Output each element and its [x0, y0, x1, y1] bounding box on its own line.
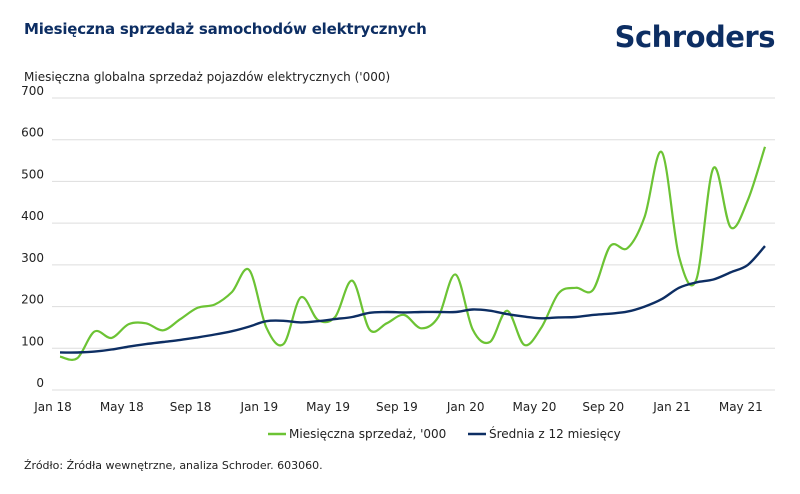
y-tick-label: 600: [21, 126, 44, 140]
gridlines: [52, 97, 775, 391]
x-tick-label: Jan 19: [240, 400, 279, 414]
legend-label: Miesięczna sprzedaż, '000: [289, 427, 446, 441]
y-tick-label: 400: [21, 209, 44, 223]
y-axis-label: Miesięczna globalna sprzedaż pojazdów el…: [24, 70, 391, 84]
legend: Miesięczna sprzedaż, '000 Średnia z 12 mi…: [268, 426, 621, 441]
monthly-sales-line: [59, 146, 767, 361]
y-tick-label: 100: [21, 334, 44, 348]
x-tick-label: Jan 18: [33, 400, 72, 414]
series-lines: [59, 146, 767, 361]
x-tick-label: Sep 18: [170, 400, 212, 414]
legend-item-12m-average: Średnia z 12 miesięcy: [468, 426, 621, 441]
y-tick-label: 500: [21, 167, 44, 181]
x-tick-label: May 20: [513, 400, 557, 414]
y-tick-label: 700: [21, 84, 44, 98]
schroders-logo: Schroders: [614, 20, 776, 54]
x-tick-label: Sep 19: [376, 400, 418, 414]
legend-label: Średnia z 12 miesięcy: [489, 426, 621, 441]
y-tick-labels: 0 100 200 300 400 500 600 700: [21, 84, 44, 390]
x-tick-label: Jan 20: [446, 400, 485, 414]
chart-title: Miesięczna sprzedaż samochodów elektrycz…: [24, 20, 427, 38]
x-tick-label: May 19: [306, 400, 350, 414]
y-tick-label: 200: [21, 293, 44, 307]
y-tick-label: 0: [36, 376, 44, 390]
legend-item-monthly-sales: Miesięczna sprzedaż, '000: [268, 427, 446, 441]
x-tick-label: May 18: [100, 400, 144, 414]
y-tick-label: 300: [21, 251, 44, 265]
source-note: Źródło: Źródła wewnętrzne, analiza Schro…: [24, 459, 323, 472]
x-tick-labels: Jan 18 May 18 Sep 18 Jan 19 May 19 Sep 19 Jan …: [33, 400, 763, 414]
x-tick-label: Jan 21: [652, 400, 691, 414]
average-12m-line: [59, 245, 766, 354]
x-tick-label: May 21: [719, 400, 763, 414]
x-tick-label: Sep 20: [582, 400, 624, 414]
